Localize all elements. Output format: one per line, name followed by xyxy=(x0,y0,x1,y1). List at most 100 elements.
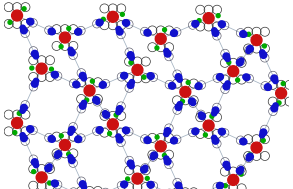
Circle shape xyxy=(171,137,178,144)
Circle shape xyxy=(266,85,272,90)
Circle shape xyxy=(51,72,57,77)
Circle shape xyxy=(218,183,224,188)
Circle shape xyxy=(177,102,182,107)
Circle shape xyxy=(225,81,230,86)
Circle shape xyxy=(54,153,60,159)
Circle shape xyxy=(239,58,244,63)
Circle shape xyxy=(31,159,38,166)
Circle shape xyxy=(99,83,105,88)
Circle shape xyxy=(223,184,227,188)
Circle shape xyxy=(129,61,133,64)
Circle shape xyxy=(180,87,191,97)
Circle shape xyxy=(195,83,202,89)
Circle shape xyxy=(175,104,182,111)
Circle shape xyxy=(247,153,253,160)
Circle shape xyxy=(263,44,266,48)
Circle shape xyxy=(171,138,176,143)
Circle shape xyxy=(48,181,52,185)
Circle shape xyxy=(210,114,214,118)
Circle shape xyxy=(52,180,58,187)
Circle shape xyxy=(50,67,53,71)
Circle shape xyxy=(218,129,224,134)
Circle shape xyxy=(212,28,217,33)
Circle shape xyxy=(22,7,26,11)
Circle shape xyxy=(203,133,207,137)
Circle shape xyxy=(260,52,267,58)
Circle shape xyxy=(236,59,243,66)
Circle shape xyxy=(51,180,57,186)
Circle shape xyxy=(123,20,130,26)
Circle shape xyxy=(95,99,100,104)
Circle shape xyxy=(155,33,166,44)
Circle shape xyxy=(67,26,71,30)
Circle shape xyxy=(194,21,199,26)
Circle shape xyxy=(177,186,182,189)
Circle shape xyxy=(116,134,121,139)
Circle shape xyxy=(129,164,134,169)
Circle shape xyxy=(171,30,178,36)
Circle shape xyxy=(116,109,121,115)
Circle shape xyxy=(79,102,86,109)
Circle shape xyxy=(281,82,285,86)
Circle shape xyxy=(192,21,199,27)
Circle shape xyxy=(236,167,243,174)
Circle shape xyxy=(123,127,130,134)
Circle shape xyxy=(198,112,204,117)
Circle shape xyxy=(225,56,230,62)
Circle shape xyxy=(239,172,243,176)
Circle shape xyxy=(277,101,281,105)
Circle shape xyxy=(122,181,128,187)
Circle shape xyxy=(127,160,134,167)
Circle shape xyxy=(103,112,110,118)
Circle shape xyxy=(122,73,128,78)
Circle shape xyxy=(59,45,63,49)
Circle shape xyxy=(171,84,176,89)
Circle shape xyxy=(223,83,230,90)
Circle shape xyxy=(142,75,146,79)
Circle shape xyxy=(243,74,248,79)
Circle shape xyxy=(98,127,103,132)
Circle shape xyxy=(31,50,38,57)
Circle shape xyxy=(12,10,23,21)
Circle shape xyxy=(27,19,32,24)
Circle shape xyxy=(251,142,262,153)
Circle shape xyxy=(69,49,75,56)
Circle shape xyxy=(247,32,251,36)
Circle shape xyxy=(240,31,246,37)
Circle shape xyxy=(147,73,154,79)
Circle shape xyxy=(98,20,103,25)
Circle shape xyxy=(146,31,151,36)
Circle shape xyxy=(212,111,217,116)
Circle shape xyxy=(212,30,219,36)
Circle shape xyxy=(59,139,70,150)
Circle shape xyxy=(223,161,230,168)
Circle shape xyxy=(33,163,39,168)
Circle shape xyxy=(20,25,25,30)
Circle shape xyxy=(164,156,169,161)
Circle shape xyxy=(32,170,36,174)
Circle shape xyxy=(20,133,25,138)
Circle shape xyxy=(47,164,52,169)
Circle shape xyxy=(132,173,143,184)
Circle shape xyxy=(164,48,169,54)
Circle shape xyxy=(217,74,223,80)
Circle shape xyxy=(203,13,214,24)
Circle shape xyxy=(199,113,205,119)
Circle shape xyxy=(79,181,86,187)
Circle shape xyxy=(150,155,156,160)
Circle shape xyxy=(96,19,103,26)
Circle shape xyxy=(21,135,27,142)
Circle shape xyxy=(121,72,127,79)
Circle shape xyxy=(30,66,34,70)
Circle shape xyxy=(155,46,159,50)
Circle shape xyxy=(192,128,199,135)
Circle shape xyxy=(163,28,166,32)
Circle shape xyxy=(45,165,52,172)
Circle shape xyxy=(116,106,123,112)
Circle shape xyxy=(228,174,239,185)
Circle shape xyxy=(164,128,171,134)
Circle shape xyxy=(75,30,80,35)
Circle shape xyxy=(48,28,55,35)
Circle shape xyxy=(247,46,253,52)
Circle shape xyxy=(120,12,124,16)
